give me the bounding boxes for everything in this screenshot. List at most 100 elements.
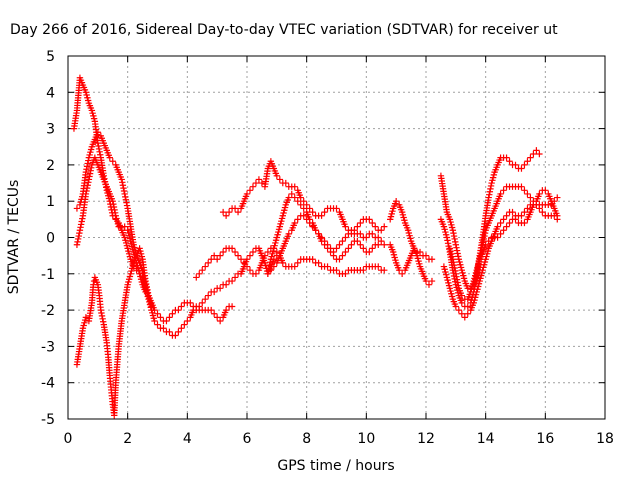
data-point (282, 179, 289, 187)
data-point (231, 205, 239, 212)
data-point (461, 314, 468, 321)
data-point (163, 317, 170, 325)
data-point (464, 310, 471, 317)
data-point (255, 176, 263, 183)
data-point (336, 256, 343, 263)
x-tick-label: 14 (477, 431, 495, 447)
y-tick-label: 0 (46, 231, 55, 247)
data-point (106, 154, 113, 161)
data-point (324, 263, 331, 270)
data-point (300, 198, 307, 205)
data-point (315, 259, 322, 267)
data-point (190, 303, 197, 310)
data-point (524, 190, 531, 198)
data-point (318, 212, 325, 219)
data-point (213, 256, 221, 263)
data-point (333, 266, 340, 274)
data-point (458, 310, 465, 317)
x-tick-label: 0 (64, 431, 73, 447)
data-point (345, 245, 352, 252)
data-point (392, 198, 400, 205)
data-point (342, 270, 349, 277)
data-point (509, 208, 516, 216)
x-tick-label: 18 (596, 431, 614, 447)
data-point (455, 306, 463, 314)
data-point (500, 187, 507, 194)
data-point (309, 208, 316, 216)
data-point (160, 325, 167, 332)
data-point (222, 281, 230, 288)
data-point (219, 248, 227, 256)
data-point (485, 237, 492, 245)
data-point (422, 277, 430, 285)
y-tick-label: 5 (46, 49, 55, 65)
data-point (512, 216, 519, 223)
data-point (243, 190, 251, 198)
data-point (512, 161, 519, 169)
data-point (222, 212, 230, 219)
data-point (306, 219, 313, 227)
data-point (181, 321, 188, 328)
data-point (339, 252, 346, 259)
data-point (369, 245, 376, 252)
data-point (118, 227, 125, 234)
data-point (357, 230, 364, 238)
data-point (202, 296, 209, 303)
data-point (497, 190, 504, 198)
data-point (216, 252, 224, 259)
data-point (82, 314, 90, 321)
data-point (166, 314, 173, 321)
data-point (234, 252, 242, 259)
data-point (425, 281, 433, 288)
x-tick-label: 16 (536, 431, 554, 447)
y-tick-label: -5 (41, 412, 55, 428)
data-point (261, 252, 269, 259)
data-point (503, 154, 510, 161)
data-point (303, 216, 310, 223)
data-point (258, 179, 266, 187)
data-point (73, 205, 81, 212)
data-point (521, 161, 528, 169)
data-point (208, 306, 215, 314)
data-point (324, 245, 331, 252)
data-point (506, 158, 513, 165)
data-point (154, 321, 161, 328)
data-point (327, 248, 334, 256)
data-point (193, 274, 200, 281)
data-point (267, 266, 275, 274)
data-point (246, 187, 254, 194)
data-point (497, 219, 504, 227)
data-point (366, 216, 373, 223)
data-points (70, 74, 561, 419)
data-point (208, 256, 215, 263)
data-point (416, 248, 424, 256)
data-point (199, 266, 206, 274)
data-point (175, 306, 182, 314)
data-point (210, 252, 218, 259)
data-point (157, 314, 164, 321)
data-point (321, 208, 328, 216)
y-tick-label: -4 (41, 376, 55, 392)
x-tick-label: 10 (357, 431, 375, 447)
data-point (318, 237, 325, 245)
data-point (291, 183, 298, 190)
data-point (309, 223, 316, 230)
data-point (294, 259, 301, 267)
y-tick-label: 3 (46, 122, 55, 138)
data-point (291, 194, 298, 201)
data-point (231, 274, 239, 281)
data-point (225, 208, 233, 216)
data-point (169, 310, 176, 317)
data-point (151, 306, 158, 314)
data-point (94, 129, 102, 136)
data-point (273, 248, 281, 256)
data-point (554, 212, 561, 219)
data-point (294, 216, 301, 223)
data-point (312, 227, 319, 234)
data-point (303, 201, 310, 209)
data-point (524, 205, 531, 212)
data-point (518, 165, 525, 172)
data-point (237, 256, 245, 263)
data-point (151, 317, 158, 325)
